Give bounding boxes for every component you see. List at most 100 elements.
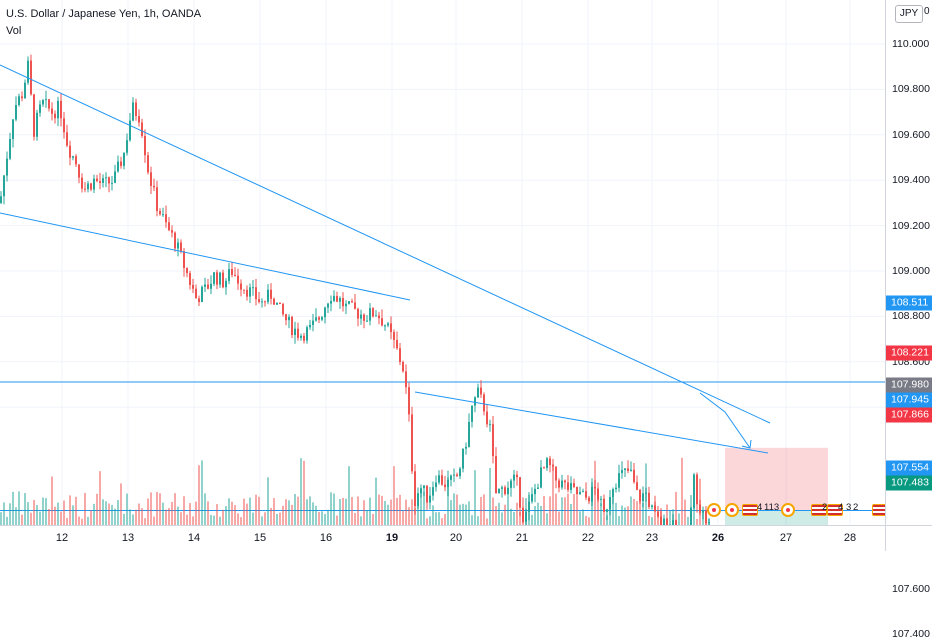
volume-bar: [519, 512, 521, 525]
candle-body: [294, 328, 296, 336]
volume-bar: [186, 514, 188, 525]
volume-bar: [546, 513, 548, 525]
volume-bar: [453, 493, 455, 525]
volume-bar: [651, 517, 653, 525]
candle-body: [405, 371, 407, 388]
price-tag[interactable]: 108.221: [886, 345, 932, 361]
us-flag-icon[interactable]: [827, 504, 843, 516]
price-tag[interactable]: 108.511: [886, 295, 932, 311]
candle-body: [87, 183, 89, 190]
volume-bar: [129, 509, 131, 525]
candle-body: [564, 480, 566, 483]
volume-bar: [363, 500, 365, 525]
volume-bar: [192, 516, 194, 525]
candle-body: [387, 323, 389, 326]
volume-bar: [387, 504, 389, 525]
candle-body: [96, 178, 98, 182]
currency-badge[interactable]: JPY: [895, 5, 923, 23]
price-tag[interactable]: 107.483: [886, 475, 932, 491]
chart-area[interactable]: U.S. Dollar / Japanese Yen, 1h, OANDA Vo…: [0, 0, 885, 525]
volume-bar: [273, 498, 275, 525]
volume-bar: [252, 512, 254, 525]
us-flag-icon[interactable]: [872, 504, 885, 516]
volume-bar: [354, 513, 356, 525]
candle-body: [330, 300, 332, 304]
time-tick-label: 20: [449, 532, 463, 544]
candle-body: [9, 139, 11, 159]
candle-body: [543, 467, 545, 469]
candle-body: [297, 328, 299, 338]
candle-body: [483, 394, 485, 412]
candle-body: [357, 308, 359, 319]
candle-body: [417, 493, 419, 507]
volume-bar: [315, 505, 317, 525]
candle-body: [477, 387, 479, 398]
candle-body: [273, 298, 275, 305]
candle-body: [516, 474, 518, 478]
us-flag-icon[interactable]: [742, 504, 758, 516]
volume-indicator-label[interactable]: Vol: [6, 25, 22, 37]
volume-bar: [222, 509, 224, 525]
volume-bar: [54, 506, 56, 525]
candle-body: [201, 286, 203, 303]
candle-body: [117, 161, 119, 172]
volume-bar: [483, 494, 485, 525]
candle-body: [660, 516, 662, 525]
candle-body: [399, 348, 401, 363]
event-icon[interactable]: [781, 503, 795, 517]
price-tick-label: 107.400: [892, 628, 930, 640]
volume-bar: [90, 510, 92, 525]
volume-bar: [120, 483, 122, 525]
candle-body: [132, 102, 134, 121]
volume-bar: [435, 512, 437, 525]
candle-body: [252, 287, 254, 289]
candle-body: [18, 96, 20, 106]
volume-bar: [552, 458, 554, 525]
candle-body: [504, 487, 506, 495]
volume-bar: [447, 470, 449, 525]
time-axis[interactable]: 12 13 14 15 16 19 20 21 22 23 26 27 28: [0, 525, 885, 551]
candle-body: [525, 511, 527, 522]
candle-body: [66, 132, 68, 146]
candle-body: [534, 488, 536, 495]
volume-bar: [6, 516, 8, 525]
event-icon[interactable]: [707, 503, 721, 517]
price-tag[interactable]: 107.945: [886, 392, 932, 408]
volume-bar: [396, 497, 398, 525]
candle-body: [384, 325, 386, 327]
volume-bar: [429, 516, 431, 525]
symbol-title[interactable]: U.S. Dollar / Japanese Yen, 1h, OANDA: [6, 8, 202, 20]
volume-bar: [582, 509, 584, 525]
candle-body: [102, 178, 104, 183]
candle-body: [321, 317, 323, 320]
volume-bar: [351, 496, 353, 525]
volume-bar: [234, 505, 236, 525]
candle-body: [354, 302, 356, 309]
volume-bar: [291, 504, 293, 525]
candle-body: [240, 283, 242, 290]
price-tag[interactable]: 107.554: [886, 460, 932, 476]
price-tag[interactable]: 107.980: [886, 377, 932, 393]
candle-body: [156, 187, 158, 211]
candle-body: [165, 214, 167, 223]
volume-bar: [219, 516, 221, 525]
us-flag-icon[interactable]: [811, 504, 827, 516]
price-axis[interactable]: 110.000 109.800 109.600 109.400 109.200 109.0…: [885, 0, 932, 640]
volume-bar: [438, 512, 440, 525]
candle-body: [285, 314, 287, 321]
candle-body: [123, 152, 125, 166]
candle-body: [492, 424, 494, 457]
candle-body: [60, 100, 62, 119]
volume-bar: [642, 502, 644, 525]
price-tag[interactable]: 107.866: [886, 407, 932, 423]
volume-bar: [684, 499, 686, 525]
candle-body: [81, 177, 83, 189]
event-icon[interactable]: [725, 503, 739, 517]
candle-body: [36, 112, 38, 137]
candle-body: [324, 307, 326, 318]
price-chart[interactable]: [0, 0, 885, 525]
candle-body: [363, 314, 365, 321]
volume-bar: [141, 508, 143, 525]
volume-bar: [237, 513, 239, 525]
volume-bar: [324, 514, 326, 525]
